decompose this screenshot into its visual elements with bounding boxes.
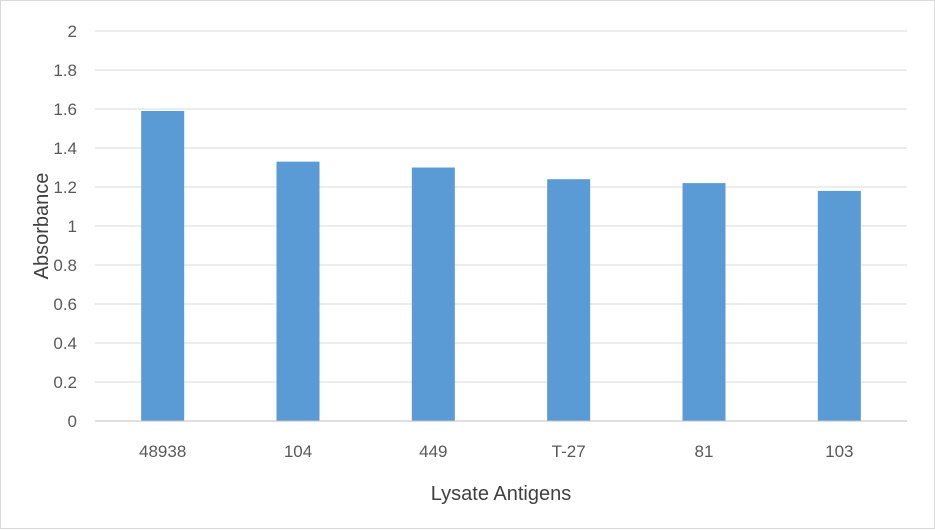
- x-axis-title: Lysate Antigens: [431, 483, 571, 505]
- y-tick-label: 1: [68, 217, 77, 236]
- x-tick-label: T-27: [552, 442, 586, 461]
- gridlines: [95, 30, 907, 383]
- y-tick-label: 0.2: [53, 373, 77, 392]
- y-tick-label: 1.2: [53, 178, 77, 197]
- y-tick-label: 1.6: [53, 100, 77, 119]
- y-tick-label: 2: [68, 22, 77, 41]
- bars: [141, 110, 861, 421]
- bar-103: [817, 190, 861, 421]
- x-tick-label: 449: [419, 442, 447, 461]
- x-tick-label: 48938: [139, 442, 186, 461]
- bar-48938: [141, 110, 185, 421]
- y-tick-label: 0.8: [53, 256, 77, 275]
- x-axis-tick-labels: 48938 104 449 T-27 81 103: [139, 442, 853, 461]
- y-tick-label: 1.4: [53, 139, 77, 158]
- bar-T-27: [547, 179, 591, 421]
- y-axis-title: Absorbance: [31, 173, 53, 280]
- y-axis-tick-labels: 0 0.2 0.4 0.6 0.8 1 1.2 1.4 1.6 1.8 2: [53, 22, 77, 431]
- bar-81: [682, 183, 726, 421]
- bar-449: [411, 167, 455, 421]
- bar-104: [276, 161, 320, 421]
- x-tick-label: 104: [284, 442, 312, 461]
- y-tick-label: 0: [68, 412, 77, 431]
- x-tick-label: 81: [695, 442, 714, 461]
- x-tick-label: 103: [825, 442, 853, 461]
- y-tick-label: 0.4: [53, 334, 77, 353]
- y-tick-label: 1.8: [53, 61, 77, 80]
- y-tick-label: 0.6: [53, 295, 77, 314]
